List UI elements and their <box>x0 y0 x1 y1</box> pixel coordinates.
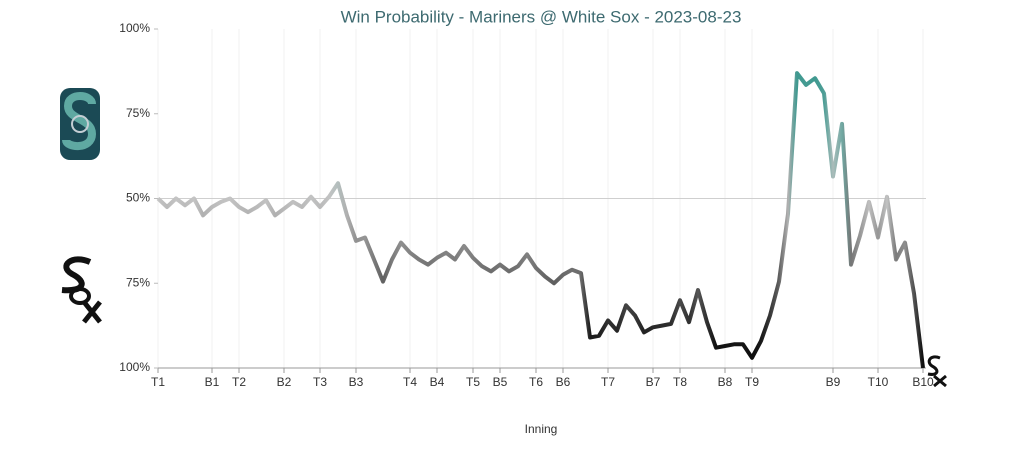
x-tick-label: T9 <box>745 375 759 389</box>
chart-title: Win Probability - Mariners @ White Sox -… <box>341 7 742 26</box>
x-tick-label: T5 <box>466 375 480 389</box>
y-tick-label: 100% <box>119 21 150 35</box>
x-tick-label: B4 <box>430 375 445 389</box>
white-sox-end-logo <box>927 355 947 388</box>
y-tick-label: 75% <box>126 106 150 120</box>
x-tick-label: B8 <box>718 375 733 389</box>
y-tick-label: 100% <box>119 360 150 374</box>
x-tick-label: T8 <box>673 375 687 389</box>
x-tick-label: B6 <box>556 375 571 389</box>
x-tick-label: B10 <box>912 375 934 389</box>
x-tick-label: T7 <box>601 375 615 389</box>
x-tick-label: T4 <box>403 375 417 389</box>
white-sox-logo <box>61 256 102 324</box>
x-tick-label: B9 <box>826 375 841 389</box>
x-tick-label: B3 <box>349 375 364 389</box>
x-tick-label: T6 <box>529 375 543 389</box>
win-probability-line <box>156 71 925 369</box>
mariners-logo <box>60 88 100 160</box>
x-tick-label: T10 <box>868 375 889 389</box>
x-axis-label: Inning <box>525 422 558 436</box>
x-tick-label: B5 <box>493 375 508 389</box>
y-tick-label: 50% <box>126 191 150 205</box>
x-tick-label: T1 <box>151 375 165 389</box>
y-tick-label: 75% <box>126 275 150 289</box>
x-tick-label: B1 <box>205 375 220 389</box>
x-tick-label: B7 <box>646 375 661 389</box>
x-tick-label: T3 <box>313 375 327 389</box>
x-tick-label: B2 <box>277 375 292 389</box>
x-tick-label: T2 <box>232 375 246 389</box>
